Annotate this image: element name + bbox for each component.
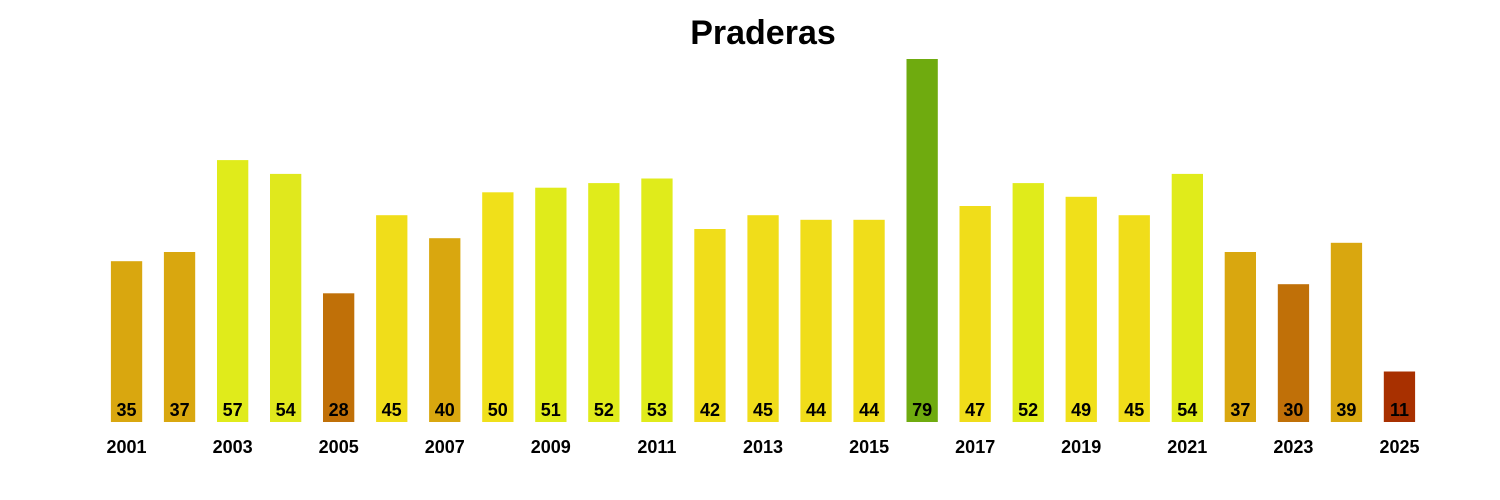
x-tick-label-2015: 2015: [849, 437, 889, 457]
value-label-2014: 44: [806, 400, 826, 420]
value-label-2002: 37: [170, 400, 190, 420]
bar-2016: [906, 59, 938, 422]
bar-2007: [429, 238, 461, 422]
x-tick-label-2005: 2005: [319, 437, 359, 457]
value-label-2025: 11: [1390, 400, 1409, 420]
value-label-2012: 42: [700, 400, 720, 420]
value-label-2016: 79: [912, 400, 932, 420]
bar-2002: [163, 252, 196, 422]
bar-2004: [270, 173, 302, 422]
value-label-2022: 37: [1230, 400, 1250, 420]
bar-2023: [1277, 284, 1310, 422]
x-tick-label-2017: 2017: [955, 437, 995, 457]
value-label-2015: 44: [859, 400, 879, 420]
x-tick-label-2001: 2001: [106, 437, 146, 457]
bar-2010: [588, 183, 620, 422]
bar-2014: [800, 219, 832, 422]
value-label-2017: 47: [965, 400, 985, 420]
bar-2019: [1065, 196, 1097, 422]
x-tick-label-2013: 2013: [743, 437, 783, 457]
value-label-2001: 35: [116, 400, 136, 420]
bar-2021: [1171, 173, 1203, 422]
x-tick-label-2007: 2007: [425, 437, 465, 457]
bar-2025: [1383, 371, 1416, 422]
bar-2020: [1118, 215, 1150, 422]
value-label-2021: 54: [1177, 400, 1197, 420]
value-label-2007: 40: [435, 400, 455, 420]
value-label-2009: 51: [541, 400, 561, 420]
value-label-2020: 45: [1124, 400, 1144, 420]
bar-2001: [110, 261, 143, 422]
value-labels-group: 35 37 57 54 28 45 40 50 51 52 53 42 45 44 44 79 47 52 49 45…: [116, 400, 1409, 420]
value-label-2011: 53: [647, 400, 667, 420]
bar-2022: [1224, 252, 1256, 422]
value-label-2008: 50: [488, 400, 508, 420]
value-label-2023: 30: [1283, 400, 1303, 420]
value-label-2003: 57: [223, 400, 243, 420]
x-tick-labels-group: 2001 2003 2005 2007 2009 2011 2013 2015 2017 2019…: [106, 437, 1419, 457]
x-tick-label-2019: 2019: [1061, 437, 1101, 457]
value-label-2004: 54: [276, 400, 296, 420]
bar-2024: [1330, 242, 1363, 422]
bar-2017: [959, 206, 991, 422]
bars-group: [110, 59, 1416, 422]
value-label-2018: 52: [1018, 400, 1038, 420]
x-tick-label-2023: 2023: [1273, 437, 1313, 457]
x-tick-label-2011: 2011: [637, 437, 676, 457]
x-tick-label-2025: 2025: [1379, 437, 1419, 457]
x-tick-label-2003: 2003: [213, 437, 253, 457]
value-label-2024: 39: [1336, 400, 1356, 420]
value-label-2019: 49: [1071, 400, 1091, 420]
value-label-2013: 45: [753, 400, 773, 420]
value-label-2006: 45: [382, 400, 402, 420]
value-label-2005: 28: [329, 400, 349, 420]
bar-2005: [323, 293, 355, 422]
bar-2013: [747, 215, 779, 422]
bar-2006: [376, 215, 408, 422]
bar-2018: [1012, 183, 1044, 422]
chart-title: Praderas: [690, 14, 836, 52]
bar-2009: [535, 187, 567, 422]
bar-2003: [217, 160, 249, 422]
bar-2011: [641, 178, 673, 422]
x-tick-label-2009: 2009: [531, 437, 571, 457]
bar-2015: [853, 219, 885, 422]
value-label-2010: 52: [594, 400, 614, 420]
x-tick-label-2021: 2021: [1167, 437, 1207, 457]
bar-2012: [694, 229, 726, 422]
bar-2008: [482, 192, 514, 422]
